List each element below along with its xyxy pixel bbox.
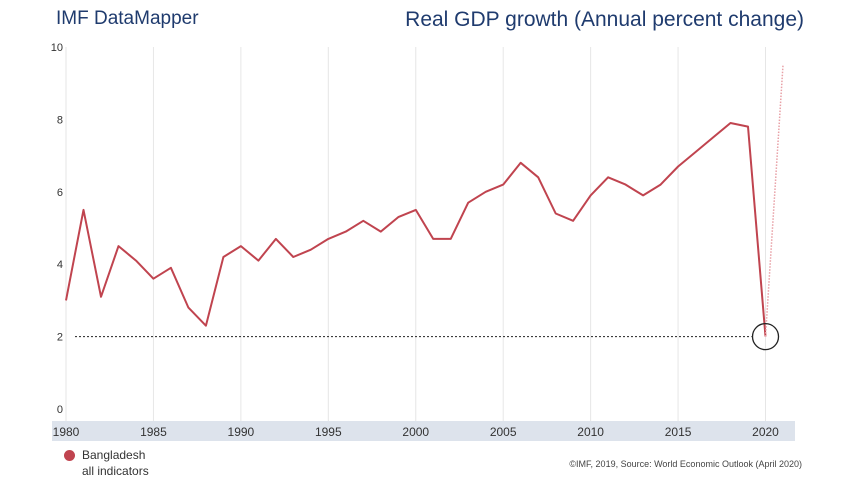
brand-label: IMF DataMapper	[56, 8, 199, 29]
legend-marker-icon	[64, 450, 75, 461]
source-note: ©IMF, 2019, Source: World Economic Outlo…	[569, 459, 802, 469]
legend-country[interactable]: Bangladesh	[82, 448, 146, 462]
y-tick-label-4: 4	[57, 259, 63, 271]
y-tick-label-10: 10	[51, 42, 63, 54]
x-tick-label-2015: 2015	[665, 425, 692, 439]
x-tick-label-2020: 2020	[752, 425, 779, 439]
series-line-projection[interactable]	[764, 65, 784, 337]
y-tick-label-8: 8	[57, 114, 63, 126]
x-axis-band	[52, 421, 795, 441]
legend-subtitle: all indicators	[82, 464, 149, 478]
x-tick-label-1985: 1985	[140, 425, 167, 439]
y-tick-label-0: 0	[57, 404, 63, 416]
x-tick-label-2000: 2000	[402, 425, 429, 439]
series-line-bangladesh[interactable]	[65, 122, 767, 337]
x-tick-label-1980: 1980	[53, 425, 80, 439]
y-tick-label-2: 2	[57, 332, 63, 344]
highlight-circle[interactable]	[751, 322, 780, 351]
y-tick-label-6: 6	[57, 187, 63, 199]
x-tick-label-2005: 2005	[490, 425, 517, 439]
x-tick-label-1995: 1995	[315, 425, 342, 439]
x-tick-label-1990: 1990	[228, 425, 255, 439]
x-tick-label-2010: 2010	[577, 425, 604, 439]
chart-title: Real GDP growth (Annual percent change)	[405, 8, 804, 31]
